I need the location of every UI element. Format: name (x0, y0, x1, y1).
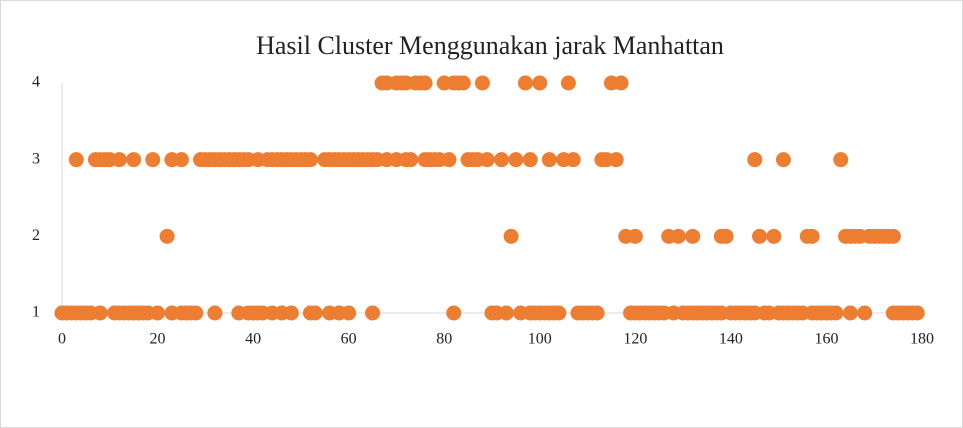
y-tick-label: 2 (32, 227, 40, 244)
point (517, 75, 533, 91)
point (833, 152, 849, 168)
point (909, 305, 925, 321)
point (474, 75, 490, 91)
point (111, 152, 127, 168)
point (173, 152, 189, 168)
point (150, 305, 166, 321)
point (341, 305, 357, 321)
point (747, 152, 763, 168)
point (828, 305, 844, 321)
point (766, 228, 782, 244)
point (565, 152, 581, 168)
point (670, 228, 686, 244)
point (857, 305, 873, 321)
point (417, 75, 433, 91)
point (403, 152, 419, 168)
point (842, 305, 858, 321)
x-tick-label: 40 (245, 331, 261, 348)
point (718, 228, 734, 244)
point (307, 305, 323, 321)
point (589, 305, 605, 321)
point (302, 152, 318, 168)
point (532, 75, 548, 91)
y-tick-label: 3 (32, 150, 40, 167)
point (885, 228, 901, 244)
point (365, 305, 381, 321)
y-tick-label: 4 (32, 74, 40, 91)
point (207, 305, 223, 321)
x-tick-label: 140 (719, 331, 743, 348)
point (188, 305, 204, 321)
y-tick-label: 1 (32, 304, 40, 321)
point (503, 228, 519, 244)
point (159, 228, 175, 244)
x-tick-label: 180 (910, 331, 934, 348)
x-tick-label: 60 (341, 331, 357, 348)
x-tick-label: 20 (150, 331, 166, 348)
point (283, 305, 299, 321)
x-tick-label: 120 (623, 331, 647, 348)
point (498, 305, 514, 321)
point (126, 152, 142, 168)
x-tick-label: 160 (814, 331, 838, 348)
point (775, 152, 791, 168)
point (92, 305, 108, 321)
point (455, 75, 471, 91)
point (804, 228, 820, 244)
point (494, 152, 510, 168)
point (608, 152, 624, 168)
point (479, 152, 495, 168)
point (560, 75, 576, 91)
x-tick-label: 0 (58, 331, 66, 348)
point (446, 305, 462, 321)
point (508, 152, 524, 168)
point (522, 152, 538, 168)
point (441, 152, 457, 168)
x-tick-label: 100 (528, 331, 552, 348)
point (68, 152, 84, 168)
point (627, 228, 643, 244)
point (685, 228, 701, 244)
chart-title: Hasil Cluster Menggunakan jarak Manhatta… (256, 31, 724, 60)
point (752, 228, 768, 244)
point (551, 305, 567, 321)
point (613, 75, 629, 91)
x-tick-label: 80 (436, 331, 452, 348)
point (541, 152, 557, 168)
point (145, 152, 161, 168)
